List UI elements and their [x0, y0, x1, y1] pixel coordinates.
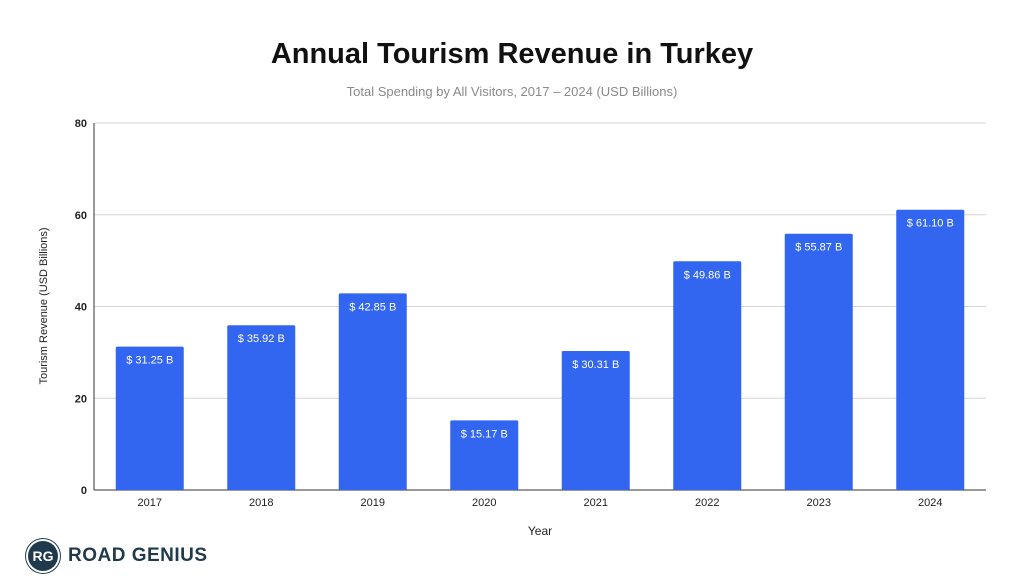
road-genius-logo: RG ROAD GENIUS [28, 540, 208, 572]
y-tick-labels: 0 20 40 60 80 [75, 118, 87, 497]
y-tick-label: 20 [75, 393, 87, 405]
bar-2019 [338, 293, 407, 490]
x-axis-label: Year [528, 524, 552, 538]
x-tick-labels: 2017 2018 2019 2020 2021 2022 2023 2024 [138, 497, 943, 509]
bars: $ 31.25 B $ 35.92 B $ 42.85 B $ 15.17 B $ 30… [115, 209, 965, 491]
bar-2022 [673, 261, 742, 490]
x-tick-label: 2024 [918, 497, 942, 509]
data-label: $ 31.25 B [126, 355, 173, 367]
data-label: $ 61.10 B [907, 218, 954, 230]
logo-mark-icon: RG [28, 541, 58, 571]
chart-subtitle: Total Spending by All Visitors, 2017 – 2… [346, 84, 678, 99]
bar-2024 [896, 209, 965, 491]
data-label: $ 49.86 B [684, 269, 731, 281]
y-tick-label: 40 [75, 302, 87, 314]
logo-text: ROAD GENIUS [68, 545, 208, 566]
y-tick-label: 0 [81, 485, 87, 497]
x-tick-label: 2021 [584, 497, 608, 509]
x-tick-label: 2018 [249, 497, 273, 509]
data-label: $ 15.17 B [461, 428, 508, 440]
x-tick-label: 2017 [138, 497, 162, 509]
data-label: $ 55.87 B [795, 242, 842, 254]
x-tick-label: 2020 [472, 497, 496, 509]
y-axis-label: Tourism Revenue (USD Billions) [38, 227, 50, 384]
x-tick-label: 2023 [807, 497, 831, 509]
bar-2018 [227, 325, 296, 490]
bar-2020 [450, 420, 519, 490]
y-tick-label: 80 [75, 118, 87, 130]
data-label: $ 30.31 B [572, 359, 619, 371]
bar-2021 [561, 350, 630, 490]
bar-2023 [784, 233, 853, 490]
x-tick-label: 2022 [695, 497, 719, 509]
data-label: $ 35.92 B [238, 333, 285, 345]
x-tick-label: 2019 [361, 497, 385, 509]
data-label: $ 42.85 B [349, 301, 396, 313]
y-tick-label: 60 [75, 210, 87, 222]
bar-2017 [115, 346, 184, 490]
chart-title: Annual Tourism Revenue in Turkey [270, 38, 754, 70]
